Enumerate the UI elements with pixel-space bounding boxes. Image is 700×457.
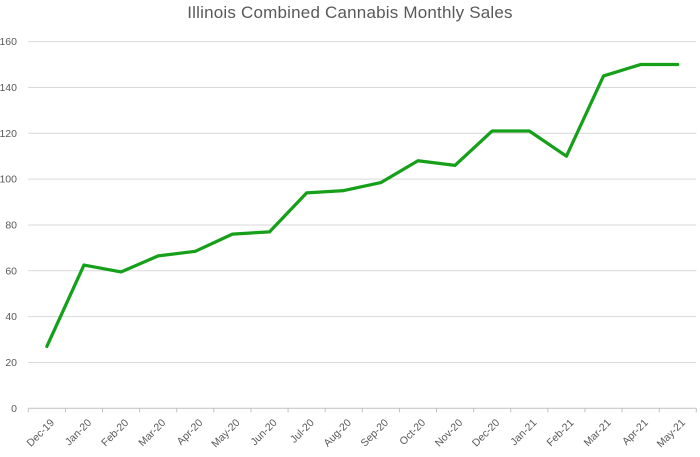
x-tick-label: Apr-21 [620, 417, 651, 448]
y-tick-label: 20 [5, 357, 17, 369]
x-tick-label: Oct-20 [397, 417, 428, 448]
y-tick-label: 100 [0, 174, 17, 186]
x-tick-label: Mar-21 [582, 417, 614, 449]
y-tick-label: 0 [11, 403, 17, 415]
x-tick-label: Feb-21 [545, 417, 577, 449]
x-tick-label: Dec-20 [470, 417, 503, 450]
x-tick-label: Feb-20 [99, 417, 131, 449]
y-tick-label: 80 [5, 219, 17, 231]
x-tick-label: Jun-20 [248, 417, 279, 448]
y-tick-label: 60 [5, 265, 17, 277]
x-tick-label: May-21 [655, 417, 688, 450]
y-tick-label: 160 [0, 36, 17, 48]
x-tick-label: Apr-20 [175, 417, 206, 448]
chart-title: Illinois Combined Cannabis Monthly Sales [187, 3, 513, 22]
x-tick-label: Nov-20 [433, 417, 466, 450]
x-tick-label: May-20 [209, 417, 242, 450]
sales-line-series [45, 62, 680, 349]
x-tick-label: Sep-20 [359, 417, 392, 450]
x-tick-label: Jan-20 [63, 417, 94, 448]
x-tick-label: Jan-21 [508, 417, 539, 448]
y-tick-label: 140 [0, 82, 17, 94]
x-tick-label: Mar-20 [136, 417, 168, 449]
y-tick-label: 120 [0, 128, 17, 140]
x-tick-label: Aug-20 [321, 417, 354, 450]
x-tick-label: Jul-20 [288, 417, 317, 446]
x-tick-label: Dec-19 [25, 417, 58, 450]
y-tick-label: 40 [5, 311, 17, 323]
